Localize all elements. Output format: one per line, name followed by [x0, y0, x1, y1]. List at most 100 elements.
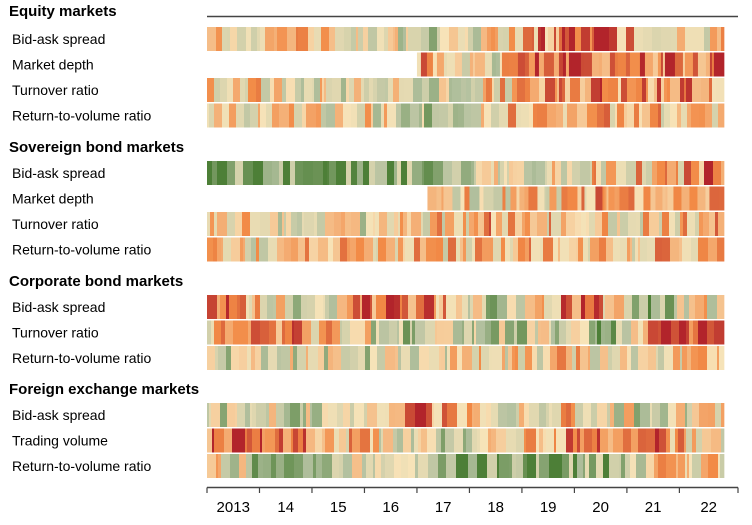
heatmap-cell: [226, 295, 230, 319]
heatmap-cell: [220, 295, 227, 319]
heatmap-cell: [359, 320, 366, 345]
heatmap-cell: [512, 454, 517, 478]
x-axis: 2013 14 15 16 17 18 19 20 21 22: [206, 486, 739, 516]
heatmap-cell: [343, 454, 353, 478]
heatmap-cell: [584, 186, 587, 211]
heatmap-cell: [446, 295, 457, 319]
heatmap-cell: [524, 52, 530, 77]
heatmap-cell: [259, 237, 269, 262]
heatmap-cell: [699, 212, 704, 236]
heatmap-cell: [403, 237, 406, 262]
heatmap-cell: [467, 403, 473, 427]
heatmap-cell: [352, 428, 361, 453]
row-label: Bid-ask spread: [12, 165, 105, 181]
heatmap-cell: [291, 237, 299, 262]
heatmap-cell: [492, 346, 503, 370]
heatmap-cell: [462, 346, 473, 370]
heatmap-cell: [658, 346, 665, 370]
heatmap-cell: [260, 320, 270, 345]
heatmap-cell: [301, 78, 305, 102]
heatmap-cell: [594, 161, 597, 185]
heatmap-cell: [238, 320, 249, 345]
heatmap-cell: [438, 454, 447, 478]
heatmap-cell: [387, 103, 397, 128]
heatmap-cell: [271, 454, 277, 478]
heatmap-cell: [469, 186, 480, 211]
heatmap-cell: [434, 403, 443, 427]
heatmap-cell: [619, 186, 629, 211]
heatmap-cell: [318, 237, 329, 262]
heatmap-cell: [484, 103, 492, 128]
heatmap-cell: [474, 52, 486, 77]
heatmap-cell: [704, 161, 714, 185]
heatmap-cell: [309, 237, 319, 262]
heatmap-cell: [592, 161, 595, 185]
heatmap-cell: [630, 237, 633, 262]
heatmap-cell: [465, 27, 469, 51]
heatmap-cell: [516, 454, 524, 478]
heatmap-cell: [227, 27, 231, 51]
heatmap-cell: [277, 346, 282, 370]
heatmap-cell: [260, 27, 266, 51]
heatmap-cell: [325, 212, 335, 236]
heatmap-cell: [471, 78, 476, 102]
heatmap-cell: [227, 161, 236, 185]
heatmap-cell: [639, 295, 649, 319]
heatmap-cell: [458, 103, 465, 128]
heatmap-cell: [529, 103, 534, 128]
heatmap-cell: [657, 161, 666, 185]
heatmap-cell: [577, 454, 584, 478]
heatmap-cell: [250, 403, 253, 427]
heatmap-cell: [441, 346, 446, 370]
heatmap-cell: [509, 161, 514, 185]
heatmap-cell: [670, 428, 676, 453]
heatmap-cell: [583, 403, 592, 427]
heatmap-cell: [463, 428, 467, 453]
heatmap-cell: [357, 161, 364, 185]
heatmap-cell: [207, 212, 211, 236]
heatmap-cell: [703, 212, 710, 236]
heatmap-cell: [216, 454, 219, 478]
heatmap-cell: [461, 78, 467, 102]
heatmap-cell: [443, 52, 448, 77]
heatmap-cell: [527, 454, 537, 478]
heatmap-cell: [586, 212, 590, 236]
heatmap-cell: [472, 52, 476, 77]
heatmap-cell: [422, 78, 430, 102]
heatmap-cell: [549, 186, 557, 211]
heatmap-cell: [255, 295, 261, 319]
heatmap-cell: [314, 212, 318, 236]
heatmap-cell: [601, 52, 611, 77]
heatmap-cell: [705, 52, 711, 77]
heatmap-cell: [279, 161, 284, 185]
heatmap-cell: [634, 186, 644, 211]
heatmap-cell: [627, 346, 632, 370]
heatmap-cell: [524, 403, 530, 427]
heatmap-cell: [643, 212, 650, 236]
heatmap-cell: [524, 428, 527, 453]
heatmap-cell: [367, 403, 378, 427]
x-tick-label: 14: [277, 499, 294, 516]
heatmap-cell: [675, 212, 681, 236]
heatmap-cell: [306, 428, 316, 453]
heatmap-cell: [305, 237, 310, 262]
heatmap-cell: [676, 454, 679, 478]
heatmap-cell: [449, 78, 453, 102]
heatmap-cell: [628, 186, 635, 211]
heatmap-cell: [436, 186, 442, 211]
heatmap-cell: [282, 212, 285, 236]
heatmap-cell: [341, 78, 347, 102]
heatmap-cell: [618, 320, 623, 345]
heatmap-cell: [512, 78, 518, 102]
heatmap-cell: [620, 237, 628, 262]
heatmap-cell: [684, 78, 687, 102]
heatmap-cell: [401, 103, 411, 128]
heatmap-cell: [721, 161, 725, 185]
heatmap-cell: [482, 295, 487, 319]
heatmap-cell: [448, 237, 457, 262]
heatmap-cell: [306, 346, 309, 370]
heatmap-cell: [291, 212, 298, 236]
heatmap-cell: [239, 346, 248, 370]
heatmap-cell: [670, 237, 680, 262]
heatmap-cell: [336, 161, 340, 185]
